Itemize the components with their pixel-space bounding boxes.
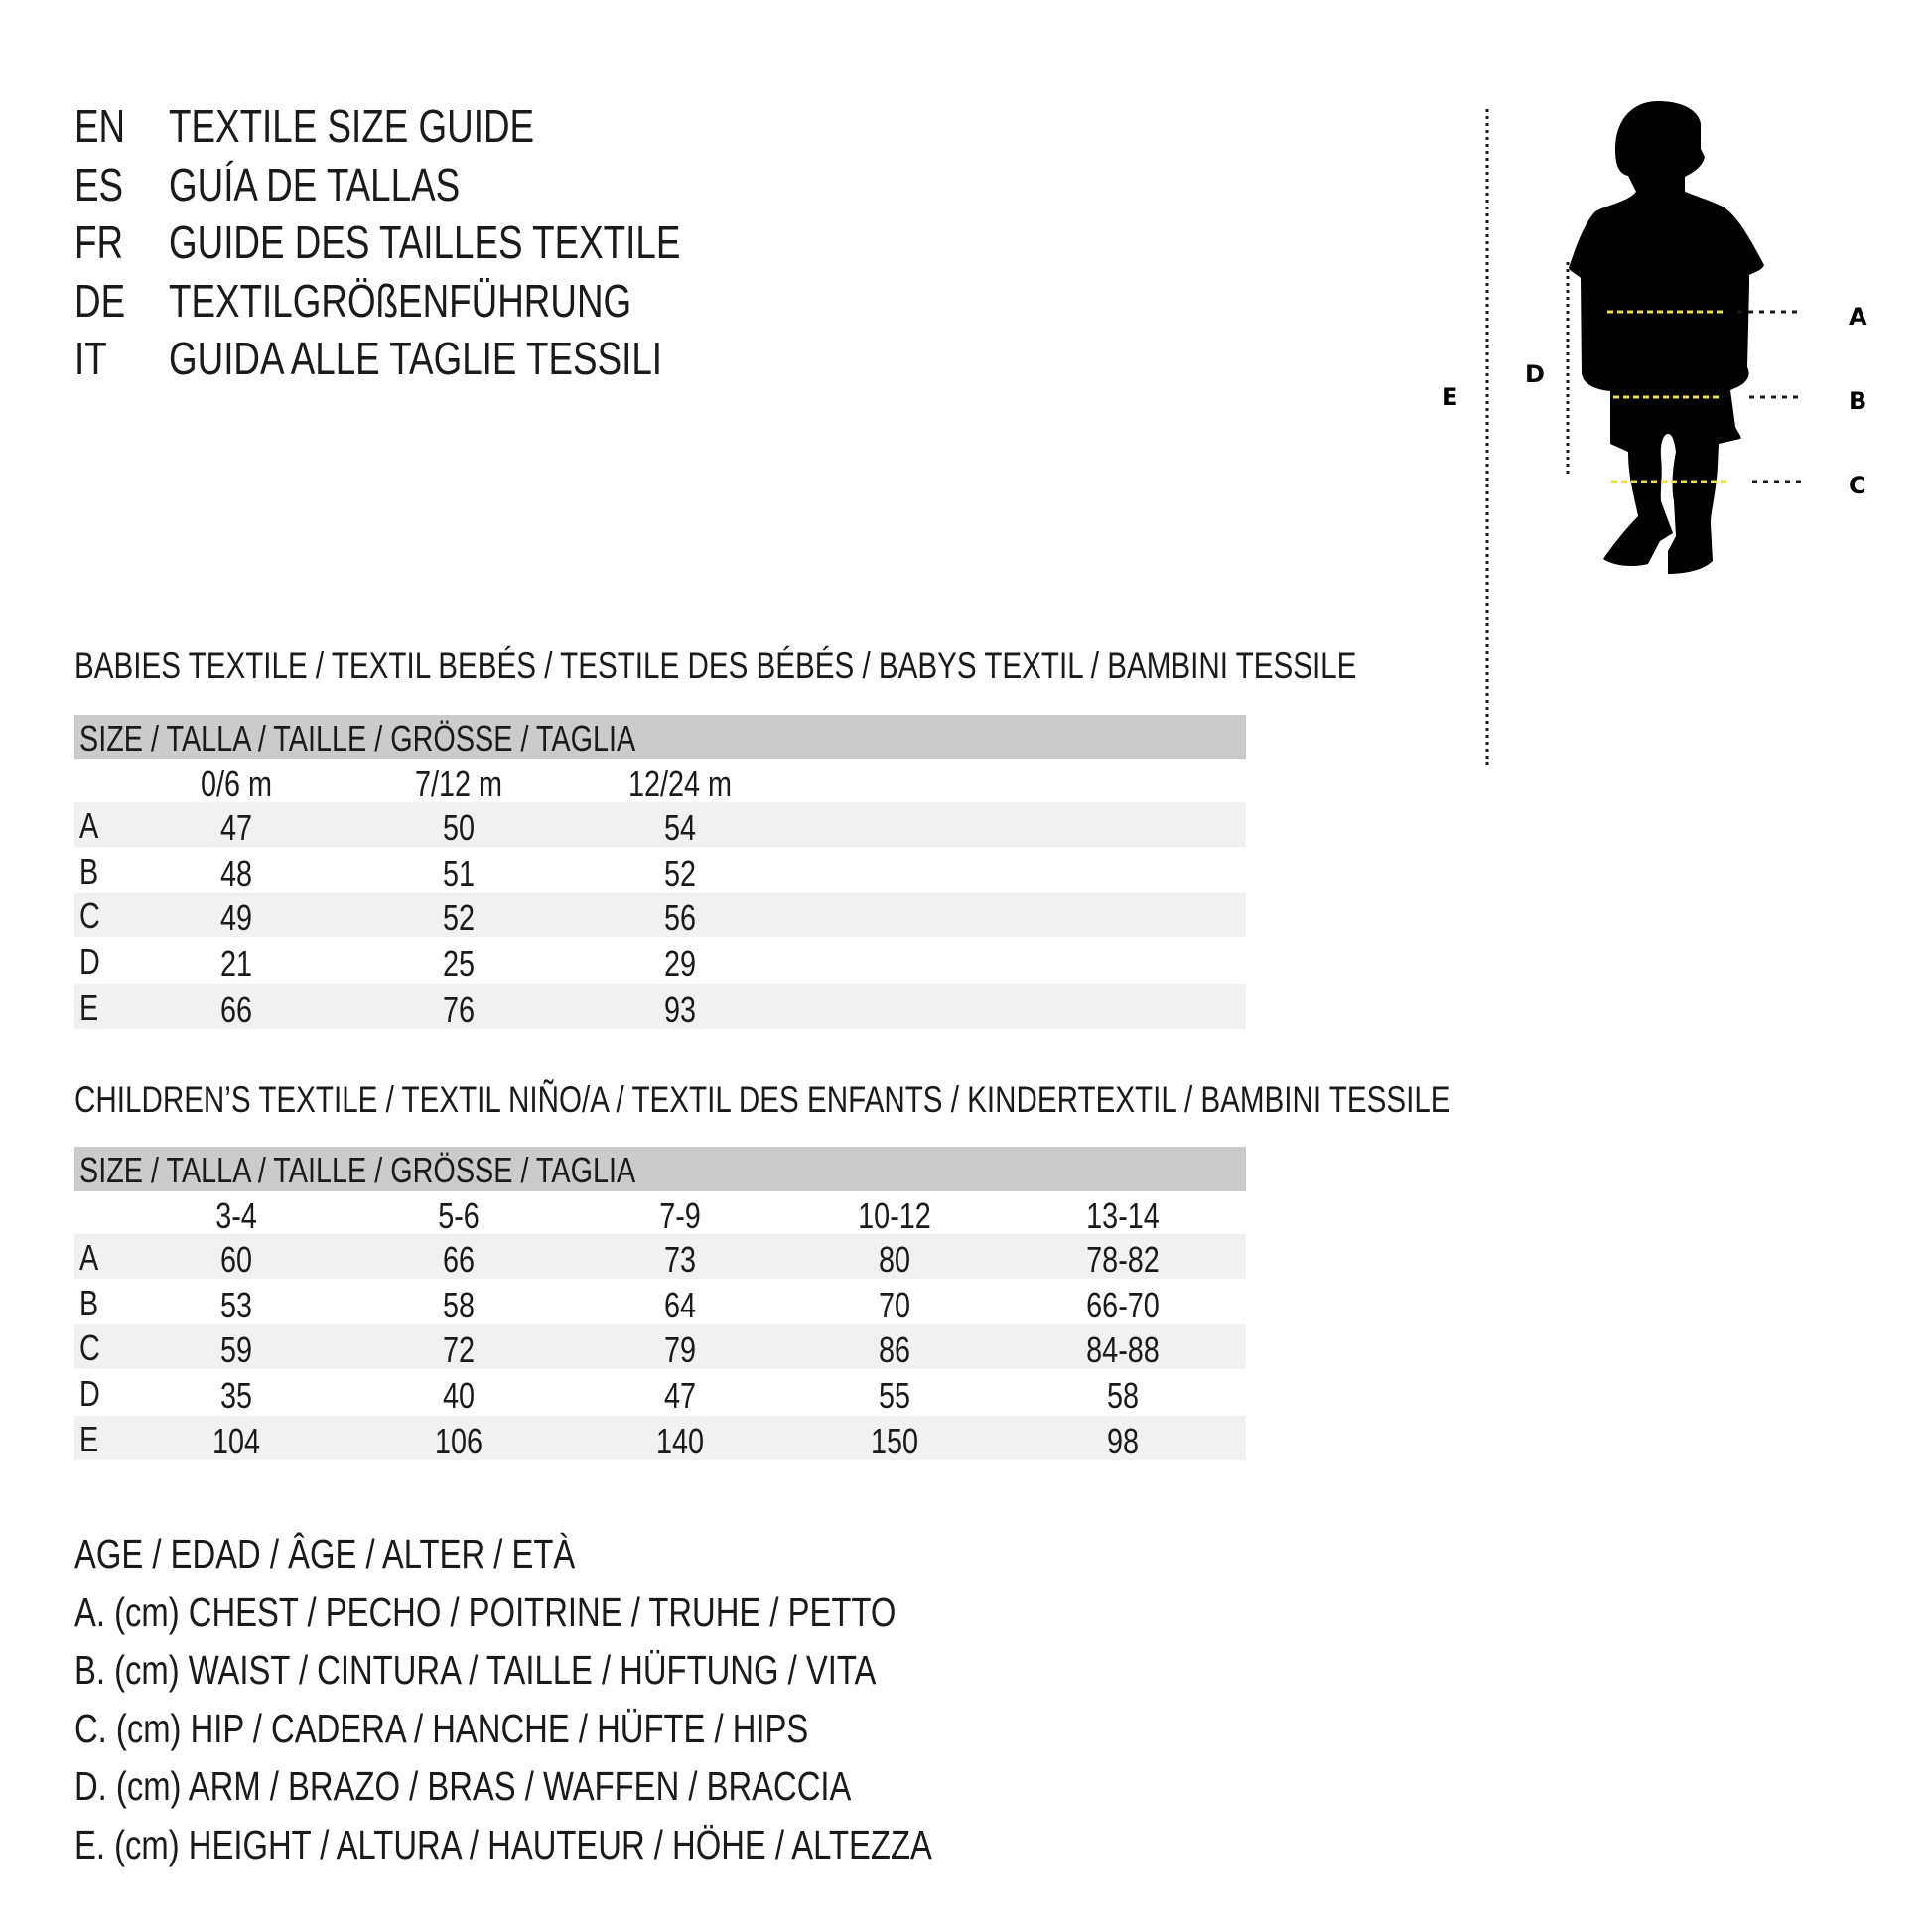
size-header-bar xyxy=(74,715,1246,759)
row-label: D xyxy=(79,941,100,983)
table-cell: 78-82 xyxy=(1086,1239,1160,1280)
legend-line: A. (cm) CHEST / PECHO / POITRINE / TRUHE… xyxy=(74,1588,897,1635)
table-cell: 47 xyxy=(663,1375,697,1417)
table-cell: 86 xyxy=(878,1329,911,1371)
table-cell: 140 xyxy=(655,1420,705,1461)
table-cell: 48 xyxy=(219,852,253,894)
row-shade xyxy=(74,1415,1246,1460)
label-b: B xyxy=(1849,387,1866,415)
table-cell: 56 xyxy=(663,897,697,939)
table-cell: 59 xyxy=(219,1329,253,1371)
column-header: 7/12 m xyxy=(414,763,503,804)
row-label: B xyxy=(79,850,99,892)
table-cell: 54 xyxy=(663,807,697,848)
table-cell: 79 xyxy=(663,1329,697,1371)
row-label: A xyxy=(79,805,99,846)
language-code: FR xyxy=(74,216,124,269)
table-cell: 58 xyxy=(442,1284,476,1325)
row-shade xyxy=(74,1324,1246,1370)
language-code: DE xyxy=(74,274,126,327)
table-cell: 66 xyxy=(442,1239,476,1280)
table-cell: 93 xyxy=(663,988,697,1030)
table-cell: 51 xyxy=(442,852,476,894)
title-text: GUIDA ALLE TAGLIE TESSILI xyxy=(169,333,663,385)
table-cell: 104 xyxy=(211,1420,261,1461)
babies-heading: BABIES TEXTILE / TEXTIL BEBÉS / TESTILE … xyxy=(74,645,1357,686)
column-header: 13-14 xyxy=(1086,1195,1160,1236)
table-cell: 29 xyxy=(663,943,697,985)
label-a: A xyxy=(1849,303,1867,331)
table-cell: 55 xyxy=(878,1375,911,1417)
table-cell: 72 xyxy=(442,1329,476,1371)
size-header-text: SIZE / TALLA / TAILLE / GRÖSSE / TAGLIA xyxy=(79,1150,636,1190)
child-silhouette xyxy=(1569,101,1764,574)
legend-line: AGE / EDAD / ÂGE / ALTER / ETÀ xyxy=(74,1531,576,1577)
title-text: GUIDE DES TAILLES TEXTILE xyxy=(169,216,681,269)
title-text: GUÍA DE TALLAS xyxy=(169,158,461,210)
table-cell: 80 xyxy=(878,1239,911,1280)
row-shade xyxy=(74,802,1246,847)
column-header: 5-6 xyxy=(438,1195,480,1236)
language-code: IT xyxy=(74,333,107,385)
table-cell: 52 xyxy=(442,897,476,939)
table-cell: 66-70 xyxy=(1086,1284,1160,1325)
language-code: EN xyxy=(74,100,126,152)
column-header: 7-9 xyxy=(659,1195,701,1236)
children-heading: CHILDREN’S TEXTILE / TEXTIL NIÑO/A / TEX… xyxy=(74,1079,1450,1120)
table-cell: 66 xyxy=(219,988,253,1030)
table-cell: 21 xyxy=(219,943,253,985)
table-cell: 70 xyxy=(878,1284,911,1325)
row-shade xyxy=(74,1234,1246,1279)
column-header: 12/24 m xyxy=(627,763,733,804)
row-label: A xyxy=(79,1237,99,1278)
column-header: 3-4 xyxy=(215,1195,257,1236)
label-c: C xyxy=(1849,472,1866,499)
label-e: E xyxy=(1442,383,1457,411)
table-cell: 150 xyxy=(870,1420,919,1461)
column-header: 10-12 xyxy=(858,1195,931,1236)
table-cell: 50 xyxy=(442,807,476,848)
size-header-bar xyxy=(74,1147,1246,1191)
row-label: E xyxy=(79,986,99,1028)
table-cell: 64 xyxy=(663,1284,697,1325)
title-text: TEXTILE SIZE GUIDE xyxy=(169,100,535,152)
legend-line: B. (cm) WAIST / CINTURA / TAILLE / HÜFTU… xyxy=(74,1647,877,1694)
size-header-text: SIZE / TALLA / TAILLE / GRÖSSE / TAGLIA xyxy=(79,718,636,759)
row-label: C xyxy=(79,1327,100,1369)
row-label: B xyxy=(79,1282,99,1323)
table-cell: 47 xyxy=(219,807,253,848)
table-cell: 40 xyxy=(442,1375,476,1417)
column-header: 0/6 m xyxy=(200,763,273,804)
table-cell: 98 xyxy=(1106,1420,1140,1461)
table-cell: 58 xyxy=(1106,1375,1140,1417)
table-cell: 73 xyxy=(663,1239,697,1280)
language-code: ES xyxy=(74,158,124,210)
legend-line: E. (cm) HEIGHT / ALTURA / HAUTEUR / HÖHE… xyxy=(74,1822,932,1867)
table-cell: 53 xyxy=(219,1284,253,1325)
table-cell: 60 xyxy=(219,1239,253,1280)
row-label: D xyxy=(79,1373,100,1415)
legend-line: D. (cm) ARM / BRAZO / BRAS / WAFFEN / BR… xyxy=(74,1763,852,1810)
table-cell: 25 xyxy=(442,943,476,985)
row-label: E xyxy=(79,1418,99,1459)
legend-line: C. (cm) HIP / CADERA / HANCHE / HÜFTE / … xyxy=(74,1705,809,1751)
row-shade xyxy=(74,893,1246,938)
row-label: C xyxy=(79,896,100,937)
table-cell: 52 xyxy=(663,852,697,894)
table-cell: 84-88 xyxy=(1086,1329,1160,1371)
title-text: TEXTILGRÖßENFÜHRUNG xyxy=(169,274,632,327)
table-cell: 106 xyxy=(434,1420,483,1461)
label-d: D xyxy=(1525,360,1545,388)
table-cell: 49 xyxy=(219,897,253,939)
table-cell: 35 xyxy=(219,1375,253,1417)
table-cell: 76 xyxy=(442,988,476,1030)
row-shade xyxy=(74,983,1246,1029)
